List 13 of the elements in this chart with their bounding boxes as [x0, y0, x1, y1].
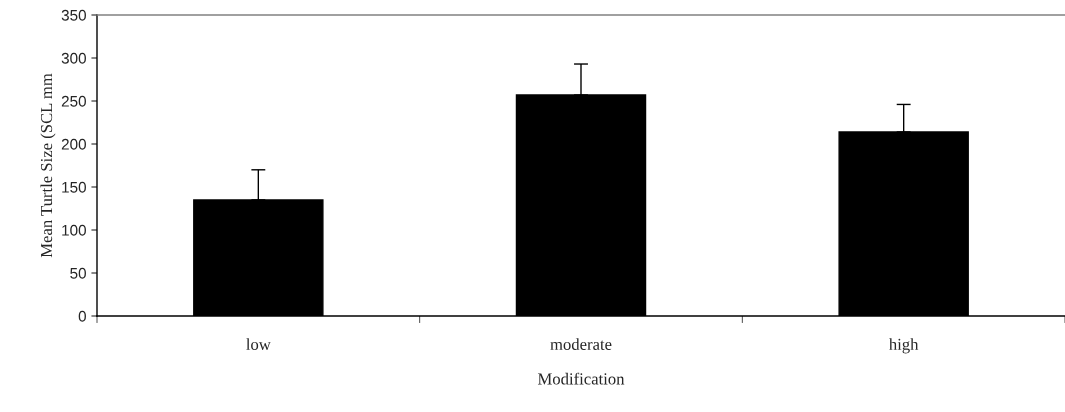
y-tick-label: 150 [62, 181, 86, 193]
y-tick-label: 200 [61, 138, 86, 150]
y-tick-label: 350 [61, 9, 86, 21]
y-tick-label: 250 [61, 95, 86, 107]
x-tick-label: low [246, 338, 271, 350]
y-tick-label: 100 [62, 224, 86, 236]
y-tick-label: 50 [70, 267, 86, 279]
y-tick-label: 300 [61, 52, 86, 64]
y-axis-title: Mean Turtle Size (SCL mm [40, 73, 56, 258]
x-axis-title: Modification [537, 372, 625, 385]
x-tick-label: moderate [550, 338, 612, 350]
y-tick-label: 0 [78, 310, 86, 322]
x-tick-label: high [889, 338, 919, 354]
